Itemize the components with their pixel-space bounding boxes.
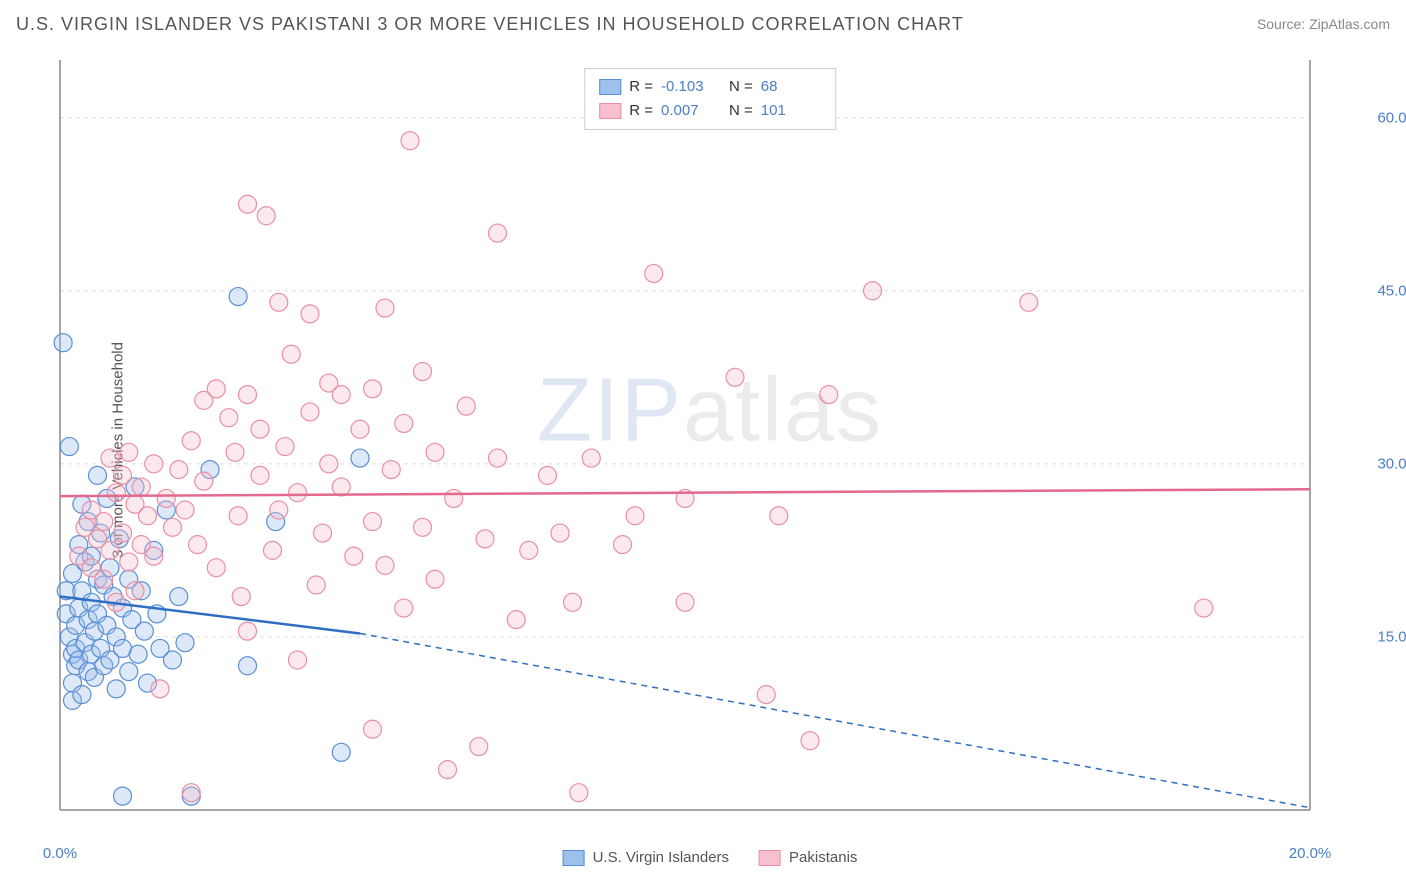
y-tick-label: 45.0%: [1377, 282, 1406, 299]
legend-series: U.S. Virgin Islanders Pakistanis: [563, 849, 858, 866]
legend-correlation: R = -0.103 N = 68 R = 0.007 N = 101: [584, 68, 836, 130]
scatter-plot: [50, 60, 1370, 840]
legend-r-value: -0.103: [661, 75, 721, 99]
chart-area: 3 or more Vehicles in Household ZIPatlas…: [50, 60, 1370, 840]
legend-r-value: 0.007: [661, 99, 721, 123]
title-bar: U.S. VIRGIN ISLANDER VS PAKISTANI 3 OR M…: [0, 0, 1406, 48]
legend-series-label: U.S. Virgin Islanders: [593, 849, 729, 866]
legend-r-label: R =: [629, 75, 653, 99]
y-tick-label: 15.0%: [1377, 628, 1406, 645]
legend-swatch: [599, 103, 621, 119]
chart-title: U.S. VIRGIN ISLANDER VS PAKISTANI 3 OR M…: [16, 14, 964, 35]
legend-correlation-row: R = -0.103 N = 68: [599, 75, 821, 99]
legend-correlation-row: R = 0.007 N = 101: [599, 99, 821, 123]
legend-swatch: [759, 850, 781, 866]
legend-swatch: [599, 79, 621, 95]
legend-n-value: 68: [761, 75, 821, 99]
legend-series-label: Pakistanis: [789, 849, 857, 866]
legend-series-item: Pakistanis: [759, 849, 857, 866]
legend-n-value: 101: [761, 99, 821, 123]
legend-n-label: N =: [729, 99, 753, 123]
legend-r-label: R =: [629, 99, 653, 123]
x-tick-label: 20.0%: [1289, 845, 1332, 862]
legend-n-label: N =: [729, 75, 753, 99]
y-tick-label: 30.0%: [1377, 455, 1406, 472]
source-label: Source: ZipAtlas.com: [1257, 16, 1390, 32]
x-tick-label: 0.0%: [43, 845, 77, 862]
legend-swatch: [563, 850, 585, 866]
y-tick-label: 60.0%: [1377, 109, 1406, 126]
legend-series-item: U.S. Virgin Islanders: [563, 849, 729, 866]
